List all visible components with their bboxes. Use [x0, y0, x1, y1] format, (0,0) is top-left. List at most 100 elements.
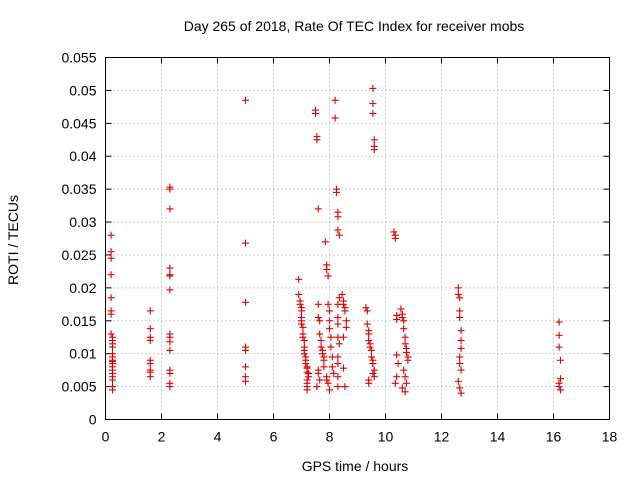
data-point — [242, 363, 249, 371]
data-point — [393, 373, 401, 381]
data-point — [401, 340, 409, 348]
data-point — [370, 136, 378, 144]
data-point — [166, 264, 174, 272]
x-tick-label: 14 — [490, 429, 506, 445]
data-point — [316, 330, 324, 338]
data-point — [457, 389, 465, 397]
data-point — [299, 323, 307, 331]
data-point — [313, 136, 321, 144]
data-point — [166, 272, 174, 280]
data-point — [109, 343, 116, 351]
data-point — [107, 271, 115, 279]
x-axis-label: GPS time / hours — [302, 458, 409, 474]
data-point — [334, 373, 342, 381]
data-point — [340, 333, 347, 341]
data-point — [146, 337, 154, 345]
ticks: 0 2 4 6 8 10 12 14 16 18 0 0.005 0.01 0.015 0.02 0.025 0… — [61, 50, 617, 445]
data-point — [107, 254, 115, 262]
data-point — [166, 185, 174, 193]
data-point — [334, 353, 342, 361]
data-point — [363, 307, 371, 315]
data-point — [457, 337, 465, 345]
data-point — [338, 290, 346, 298]
data-point — [331, 96, 339, 104]
data-point — [107, 310, 115, 318]
data-point — [314, 300, 322, 308]
data-point — [403, 379, 410, 387]
y-tick-label: 0.01 — [69, 346, 96, 362]
data-point — [146, 360, 154, 368]
data-point — [300, 337, 308, 345]
x-tick-label: 12 — [434, 429, 450, 445]
data-point — [326, 317, 333, 325]
data-point — [335, 231, 343, 239]
data-point — [298, 320, 305, 328]
data-point — [166, 205, 174, 213]
data-point — [398, 384, 406, 392]
data-point — [334, 313, 342, 321]
data-point — [299, 333, 307, 341]
data-point — [335, 340, 343, 348]
data-point — [368, 346, 375, 354]
y-tick-label: 0.055 — [61, 50, 96, 66]
plot-frame — [105, 57, 610, 420]
y-tick-label: 0.03 — [69, 214, 96, 230]
data-points — [107, 84, 564, 397]
data-point — [109, 376, 116, 384]
data-point — [314, 313, 322, 321]
data-point — [454, 377, 462, 385]
data-point — [390, 228, 398, 236]
data-point — [456, 294, 464, 302]
data-point — [326, 325, 333, 333]
data-point — [303, 368, 311, 376]
data-point — [391, 235, 399, 242]
data-point — [107, 248, 115, 256]
data-point — [313, 383, 321, 391]
data-point — [242, 346, 249, 354]
data-point — [397, 305, 405, 313]
data-point — [242, 239, 249, 247]
data-point — [109, 386, 116, 394]
x-tick-label: 18 — [602, 429, 618, 445]
data-point — [391, 379, 399, 387]
data-point — [365, 330, 373, 338]
data-point — [328, 363, 336, 371]
data-point — [242, 298, 249, 306]
data-point — [342, 317, 350, 325]
x-tick-label: 10 — [378, 429, 394, 445]
data-point — [331, 114, 339, 122]
data-point — [324, 379, 332, 387]
data-point — [312, 109, 319, 117]
y-tick-label: 0.04 — [69, 148, 96, 164]
data-point — [334, 383, 342, 391]
data-point — [557, 375, 564, 383]
data-point — [326, 386, 333, 394]
data-point — [369, 100, 377, 108]
data-point — [365, 337, 373, 345]
data-point — [393, 351, 401, 359]
data-point — [368, 353, 375, 361]
data-point — [454, 284, 462, 292]
data-point — [330, 369, 338, 377]
data-point — [454, 290, 462, 298]
data-point — [457, 344, 465, 352]
data-point — [393, 315, 401, 323]
data-point — [400, 317, 408, 325]
data-point — [555, 318, 563, 326]
x-tick-label: 16 — [546, 429, 562, 445]
data-point — [555, 383, 563, 391]
data-point — [394, 360, 402, 368]
data-point — [107, 231, 115, 239]
y-tick-label: 0 — [89, 412, 97, 428]
data-point — [456, 384, 464, 392]
data-point — [166, 338, 174, 346]
data-point — [398, 313, 406, 321]
y-tick-label: 0.015 — [61, 313, 96, 329]
data-point — [166, 369, 174, 377]
data-point — [296, 300, 304, 308]
data-point — [334, 213, 342, 221]
data-point — [557, 356, 564, 364]
data-point — [166, 286, 174, 294]
data-point — [362, 304, 370, 312]
